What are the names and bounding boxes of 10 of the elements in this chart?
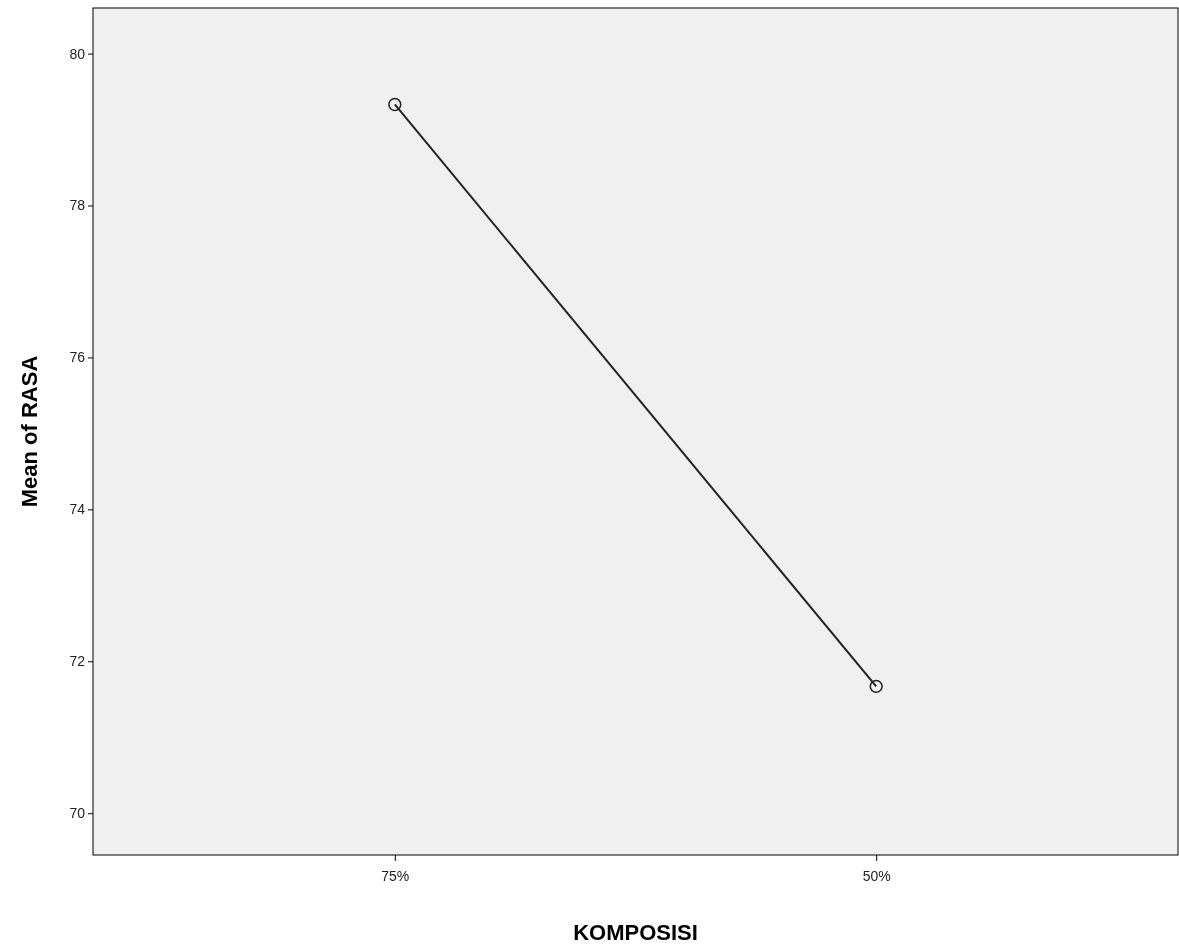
y-tick-label: 72: [69, 653, 86, 670]
y-tick-label: 76: [69, 349, 86, 366]
y-tick-label: 78: [69, 197, 86, 214]
x-axis-title: KOMPOSISI: [573, 920, 698, 945]
y-tick-label: 74: [69, 501, 86, 518]
y-tick-label: 80: [69, 45, 86, 62]
y-axis-title: Mean of RASA: [17, 355, 42, 508]
y-tick-label: 70: [69, 805, 86, 822]
x-tick-label: 50%: [862, 867, 891, 884]
x-tick-label: 75%: [381, 867, 410, 884]
